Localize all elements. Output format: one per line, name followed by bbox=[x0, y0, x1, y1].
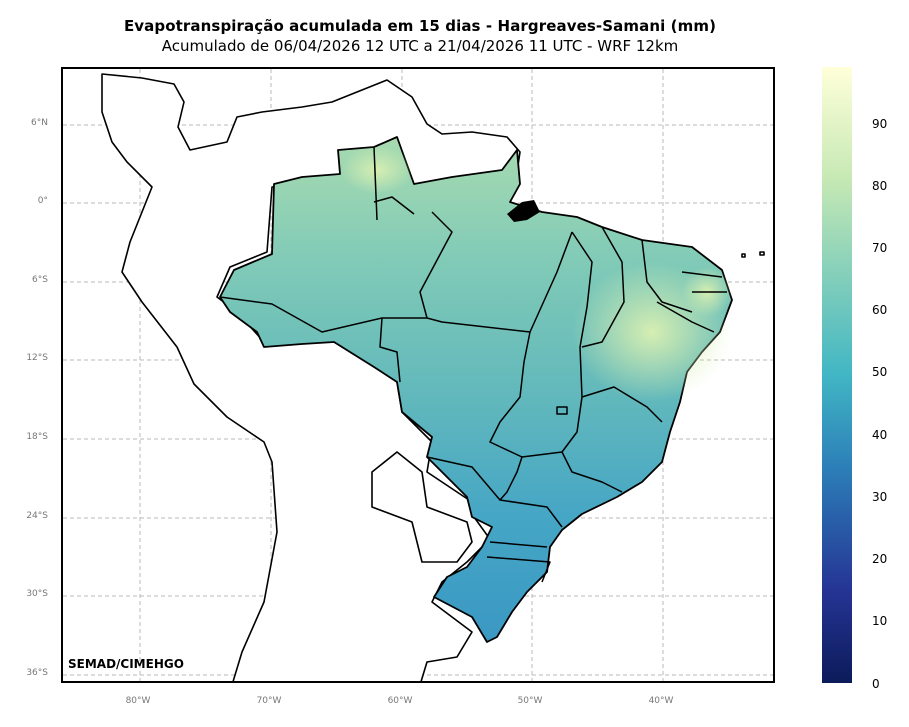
colorbar-tick-60: 60 bbox=[872, 303, 888, 317]
colorbar-tick-40: 40 bbox=[872, 428, 888, 442]
colorbar-tick-50: 50 bbox=[872, 365, 888, 379]
colorbar-tick-90: 90 bbox=[872, 117, 888, 131]
lat-label-18s: 18°S bbox=[26, 432, 48, 442]
map-subtitle: Acumulado de 06/04/2026 12 UTC a 21/04/2… bbox=[161, 37, 679, 55]
lat-label-0: 0° bbox=[37, 196, 48, 206]
lat-label-36s: 36°S bbox=[26, 668, 48, 678]
brazil-field bbox=[219, 136, 733, 643]
lat-label-12s: 12°S bbox=[26, 353, 48, 363]
lat-label-6n: 6°N bbox=[31, 118, 48, 128]
lat-label-24s: 24°S bbox=[26, 511, 48, 521]
lon-label-80w: 80°W bbox=[125, 696, 151, 706]
lon-label-60w: 60°W bbox=[387, 696, 413, 706]
map-panel bbox=[61, 67, 775, 683]
colorbar-tick-80: 80 bbox=[872, 179, 888, 193]
colorbar-tick-10: 10 bbox=[872, 614, 888, 628]
colorbar-tick-70: 70 bbox=[872, 241, 888, 255]
map-title: Evapotranspiração acumulada em 15 dias -… bbox=[123, 17, 717, 35]
lon-label-70w: 70°W bbox=[256, 696, 282, 706]
colorbar-tick-30: 30 bbox=[872, 490, 888, 504]
state-borders bbox=[219, 146, 727, 583]
lat-label-6s: 6°S bbox=[32, 275, 48, 285]
credit-label: SEMAD/CIMEHGO bbox=[68, 657, 184, 671]
lon-label-40w: 40°W bbox=[648, 696, 674, 706]
colorbar-tick-0: 0 bbox=[872, 677, 880, 691]
lat-label-30s: 30°S bbox=[26, 589, 48, 599]
colorbar bbox=[822, 67, 852, 683]
colorbar-tick-20: 20 bbox=[872, 552, 888, 566]
lon-label-50w: 50°W bbox=[517, 696, 543, 706]
map-canvas bbox=[63, 69, 773, 681]
